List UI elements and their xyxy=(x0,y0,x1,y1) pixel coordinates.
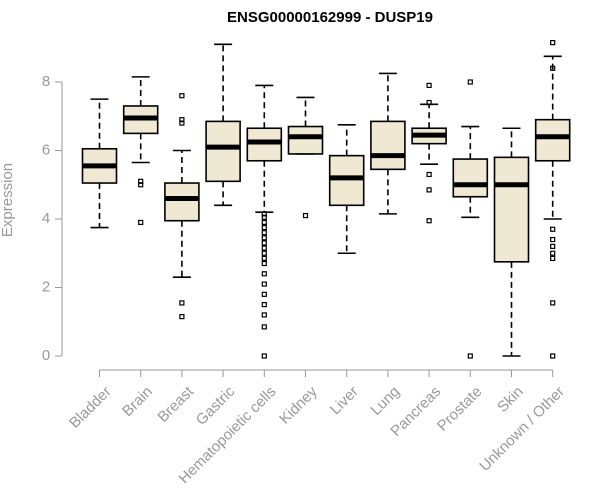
plot-area xyxy=(81,40,571,359)
box-group xyxy=(534,40,571,359)
outlier-point xyxy=(467,353,473,359)
outlier-point xyxy=(261,302,267,308)
y-tick-label: 0 xyxy=(42,347,50,364)
box-group xyxy=(328,124,365,255)
outlier-point xyxy=(426,218,432,224)
box-group xyxy=(81,98,118,229)
outlier-point xyxy=(550,300,556,306)
outlier-point xyxy=(261,353,267,359)
outlier-point xyxy=(550,40,556,46)
box-group xyxy=(205,43,241,207)
outlier-point xyxy=(550,226,556,232)
outlier-point xyxy=(426,82,432,89)
outlier-point xyxy=(426,99,432,106)
box-group xyxy=(370,72,406,215)
x-tick-label: Lung xyxy=(367,383,403,419)
y-axis: 0 2 4 6 8 xyxy=(42,73,63,364)
outlier-point xyxy=(138,178,144,184)
iqr-box xyxy=(246,127,283,162)
outlier-point xyxy=(550,243,556,249)
outlier-point xyxy=(550,236,556,243)
outlier-point xyxy=(261,230,267,236)
outlier-point xyxy=(261,271,267,277)
box-group xyxy=(493,127,530,357)
outlier-point xyxy=(426,171,432,178)
outlier-point xyxy=(179,314,185,320)
box-group xyxy=(122,76,159,226)
iqr-box xyxy=(328,154,365,207)
x-tick-label: Brain xyxy=(119,383,156,420)
y-tick-label: 6 xyxy=(42,141,50,158)
iqr-box xyxy=(287,125,324,155)
outlier-point xyxy=(550,65,556,71)
x-tick-label: Breast xyxy=(154,383,197,426)
outlier-point xyxy=(467,79,473,85)
outlier-point xyxy=(261,250,267,256)
x-tick-label: Bladder xyxy=(66,383,115,432)
iqr-box xyxy=(452,158,489,198)
outlier-point xyxy=(261,240,267,246)
outlier-point xyxy=(261,324,267,330)
x-tick-label: Kidney xyxy=(276,383,321,428)
iqr-box xyxy=(205,120,241,183)
y-tick-label: 8 xyxy=(42,73,50,90)
outlier-point xyxy=(261,281,267,287)
outlier-point xyxy=(179,117,185,123)
outlier-point xyxy=(261,219,267,226)
chart-title: ENSG00000162999 - DUSP19 xyxy=(227,9,433,26)
outlier-point xyxy=(179,93,185,99)
iqr-box xyxy=(534,118,571,162)
outlier-point xyxy=(179,300,185,306)
outlier-point xyxy=(261,224,267,231)
box-group xyxy=(246,84,283,359)
outlier-point xyxy=(550,353,556,359)
x-tick-label: Prostate xyxy=(434,383,486,435)
outlier-point xyxy=(261,235,267,241)
outlier-point xyxy=(261,260,267,267)
outlier-point xyxy=(261,255,267,261)
outlier-point xyxy=(302,212,309,219)
box-group xyxy=(164,93,200,320)
iqr-box xyxy=(370,120,406,171)
outlier-point xyxy=(138,219,144,226)
box-group xyxy=(411,82,447,224)
x-tick-label: Skin xyxy=(494,383,527,416)
box-group xyxy=(452,79,489,359)
outlier-point xyxy=(550,250,556,256)
outlier-point xyxy=(550,255,556,261)
box-group xyxy=(287,96,324,219)
outlier-point xyxy=(261,291,267,297)
outlier-point xyxy=(261,312,267,318)
x-tick-label: Liver xyxy=(327,383,362,418)
y-axis-label: Expression xyxy=(0,163,16,237)
outlier-point xyxy=(426,187,432,193)
y-tick-label: 2 xyxy=(42,278,50,295)
outlier-point xyxy=(261,211,267,217)
iqr-box xyxy=(493,156,530,263)
outlier-point xyxy=(261,245,267,251)
iqr-box xyxy=(164,182,200,222)
y-tick-label: 4 xyxy=(42,210,50,227)
